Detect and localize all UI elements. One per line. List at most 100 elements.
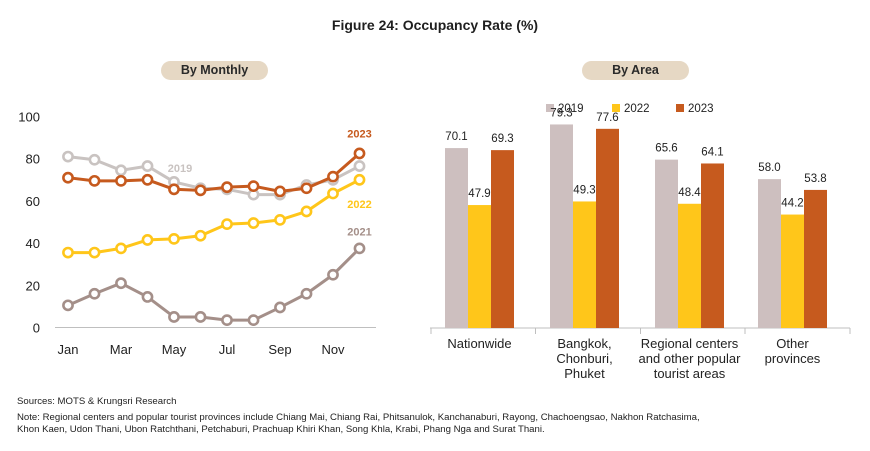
- data-point-2023: [88, 174, 101, 187]
- data-point-2019: [353, 160, 366, 172]
- category-label: provinces: [765, 351, 821, 366]
- category-label: and other popular: [639, 351, 742, 366]
- legend-swatch-2019: [546, 104, 554, 112]
- bar-2023: [701, 163, 724, 328]
- data-point-2019: [88, 153, 101, 166]
- data-label-2019: 79.3: [550, 107, 572, 119]
- x-tick-label: Nov: [321, 342, 345, 357]
- data-label-2022: 44.2: [781, 198, 803, 210]
- data-label-2023: 64.1: [701, 146, 723, 158]
- figure-title: Figure 24: Occupancy Rate (%): [331, 17, 539, 33]
- data-point-2023: [247, 180, 260, 193]
- series-label-2023: 2023: [347, 128, 371, 140]
- data-label-2023: 53.8: [804, 173, 826, 185]
- data-point-2023: [115, 174, 127, 187]
- data-point-2022: [194, 229, 207, 242]
- data-point-2019: [115, 164, 127, 177]
- category-label: Chonburi,: [556, 351, 612, 366]
- y-tick-label: 60: [26, 194, 40, 209]
- category-label: Phuket: [564, 366, 605, 381]
- data-point-2019: [141, 160, 154, 172]
- category-label: tourist areas: [654, 366, 726, 381]
- data-label-2022: 47.9: [468, 188, 490, 200]
- bar-2022: [573, 201, 596, 328]
- data-point-2021: [168, 311, 180, 323]
- category-label: Bangkok,: [557, 336, 611, 351]
- x-tick-label: Jan: [58, 342, 79, 357]
- y-tick-label: 20: [26, 278, 40, 293]
- data-point-2021: [88, 287, 101, 300]
- bar-2019: [550, 124, 573, 328]
- data-point-2021: [247, 314, 260, 327]
- x-tick-label: Jul: [219, 342, 236, 357]
- data-point-2022: [247, 217, 260, 229]
- data-label-2023: 77.6: [596, 112, 618, 124]
- legend-label-2019: 2019: [558, 103, 584, 115]
- bar-2022: [468, 205, 491, 328]
- bar-2023: [491, 150, 514, 328]
- data-point-2022: [300, 205, 313, 218]
- bar-2019: [655, 159, 678, 328]
- x-tick-label: Sep: [268, 342, 291, 357]
- x-tick-label: Mar: [110, 342, 133, 357]
- data-point-2023: [141, 173, 154, 186]
- bar-2022: [678, 203, 701, 328]
- y-tick-label: 80: [26, 152, 40, 167]
- data-point-2022: [62, 246, 74, 259]
- category-label: Other: [776, 336, 809, 351]
- data-point-2021: [327, 268, 339, 281]
- data-point-2023: [168, 183, 180, 196]
- data-point-2022: [274, 213, 286, 226]
- data-point-2023: [62, 171, 74, 184]
- data-label-2019: 58.0: [758, 162, 780, 174]
- panel-label-by-monthly: By Monthly: [161, 61, 268, 80]
- y-tick-label: 0: [33, 321, 40, 336]
- data-point-2022: [221, 218, 233, 231]
- panel-label-by-area: By Area: [582, 61, 689, 80]
- data-point-2021: [141, 291, 154, 303]
- data-point-2022: [353, 173, 366, 186]
- data-point-2021: [274, 301, 286, 314]
- data-point-2021: [221, 314, 233, 327]
- bar-2023: [596, 128, 619, 328]
- data-point-2021: [300, 287, 313, 300]
- legend-swatch-2023: [676, 104, 684, 112]
- data-label-2023: 69.3: [491, 133, 513, 145]
- category-label: Nationwide: [447, 336, 511, 351]
- data-point-2023: [221, 181, 233, 194]
- data-point-2021: [353, 242, 366, 255]
- bar-2019: [445, 148, 468, 328]
- series-label-2019: 2019: [168, 163, 192, 175]
- legend-label-2023: 2023: [688, 103, 714, 115]
- data-point-2022: [141, 234, 154, 246]
- sources-text: Sources: MOTS & Krungsri Research: [17, 396, 177, 407]
- legend-swatch-2022: [612, 104, 620, 112]
- data-label-2022: 48.4: [678, 187, 701, 199]
- data-point-2023: [353, 147, 366, 160]
- series-label-2022: 2022: [347, 199, 371, 211]
- data-point-2023: [274, 185, 286, 198]
- data-point-2023: [327, 170, 339, 183]
- data-point-2022: [115, 242, 127, 255]
- legend-label-2022: 2022: [624, 103, 650, 115]
- data-point-2023: [194, 184, 207, 197]
- data-label-2019: 65.6: [655, 143, 677, 155]
- data-point-2021: [115, 277, 127, 290]
- data-point-2022: [168, 232, 180, 245]
- series-label-2021: 2021: [347, 226, 371, 238]
- bar-2023: [804, 189, 827, 328]
- data-point-2022: [327, 187, 339, 200]
- data-point-2021: [194, 311, 207, 323]
- data-label-2019: 70.1: [445, 131, 467, 143]
- note-text-line-1: Note: Regional centers and popular touri…: [17, 412, 700, 423]
- bar-2022: [781, 214, 804, 328]
- data-point-2022: [88, 246, 101, 259]
- data-point-2019: [62, 150, 74, 163]
- data-point-2023: [300, 182, 313, 195]
- data-point-2021: [62, 299, 74, 312]
- y-tick-label: 40: [26, 236, 40, 251]
- y-tick-label: 100: [18, 110, 40, 125]
- data-label-2022: 49.3: [573, 184, 595, 196]
